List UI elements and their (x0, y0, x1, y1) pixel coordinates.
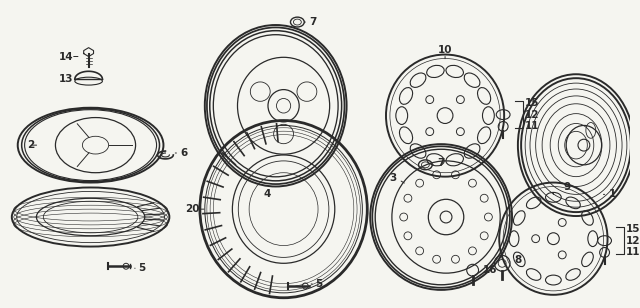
Text: 4: 4 (264, 189, 271, 199)
Text: 7: 7 (437, 158, 445, 168)
Text: 13: 13 (59, 74, 74, 84)
Text: 15: 15 (627, 224, 640, 234)
Text: 12: 12 (525, 110, 540, 120)
Text: 20: 20 (185, 204, 200, 214)
Text: 6: 6 (180, 148, 188, 158)
Text: 5: 5 (315, 279, 323, 289)
Text: 9: 9 (563, 182, 570, 192)
Text: 5: 5 (138, 263, 145, 273)
Text: 8: 8 (514, 255, 521, 265)
Text: 15: 15 (525, 98, 540, 108)
Text: 11: 11 (627, 247, 640, 257)
Text: 10: 10 (438, 45, 452, 55)
Text: 3: 3 (389, 172, 396, 183)
Text: 16: 16 (483, 265, 497, 275)
Text: 14: 14 (59, 51, 74, 62)
Text: 7: 7 (309, 17, 317, 27)
Text: 2: 2 (28, 140, 35, 150)
Text: 11: 11 (525, 121, 540, 132)
Text: 12: 12 (627, 236, 640, 246)
Text: 1: 1 (609, 189, 616, 199)
